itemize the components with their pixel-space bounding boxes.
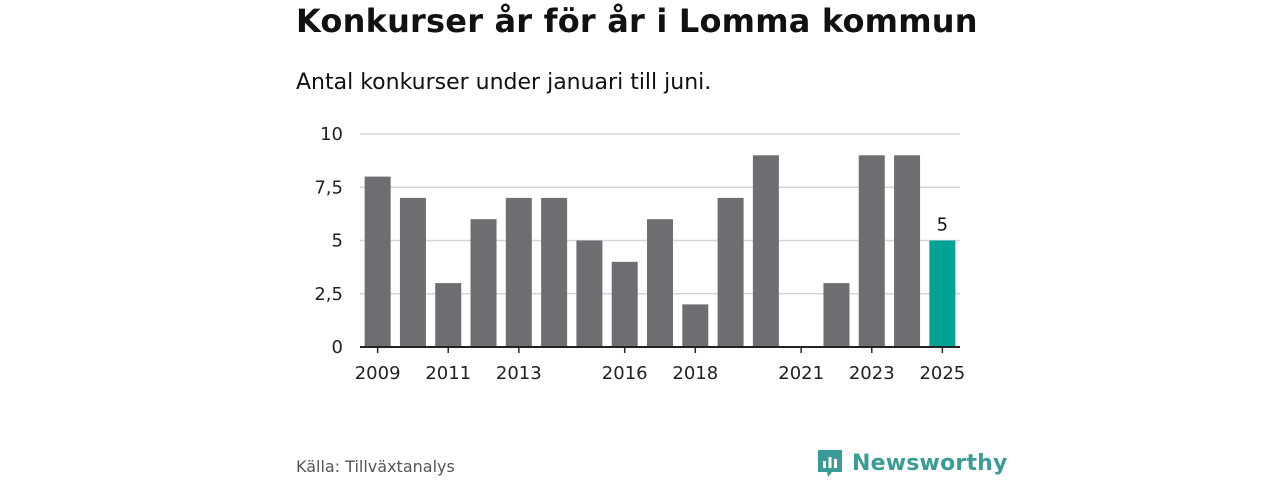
y-tick-label: 7,5 (314, 177, 343, 198)
bar-2016 (611, 261, 638, 347)
x-tick-label: 2013 (496, 363, 542, 384)
brand-name: Newsworthy (852, 450, 1008, 476)
y-tick-label: 5 (332, 231, 343, 252)
bar-2025 (929, 240, 956, 347)
x-tick-label: 2011 (425, 363, 471, 384)
bar-2024 (894, 155, 921, 347)
bar-2023 (858, 155, 885, 347)
bar-2014 (541, 197, 568, 347)
x-tick-label: 2025 (919, 363, 965, 384)
x-axis-tick-labels: 2009 2011 2013 2016 2018 2021 2023 2025 (355, 363, 966, 384)
brand-logo: Newsworthy (816, 448, 1008, 478)
bar-2015 (576, 240, 603, 347)
bar-2022 (823, 283, 850, 347)
x-tick-label: 2016 (602, 363, 648, 384)
bar-chart: 02,557,510 2009 2011 2013 2016 2018 2021 2023 2… (314, 124, 966, 384)
y-axis-tick-labels: 0 2,5 5 7,5 10 (314, 124, 343, 358)
chart-subtitle: Antal konkurser under januari till juni. (296, 70, 712, 95)
x-tick-label: 2023 (849, 363, 895, 384)
x-tick-label: 2009 (355, 363, 401, 384)
bar-2010 (399, 197, 426, 347)
x-tick-label: 2018 (672, 363, 718, 384)
bar-2019 (717, 197, 744, 347)
y-tick-label: 0 (332, 337, 343, 358)
y-tick-label: 2,5 (314, 284, 343, 305)
data-labels: 5 (937, 215, 948, 236)
y-tick-label: 10 (320, 124, 343, 145)
chart-title: Konkurser år för år i Lomma kommun (296, 2, 978, 40)
bar-2017 (647, 219, 673, 347)
newsworthy-logo-icon (818, 450, 842, 477)
bar-2020 (752, 155, 779, 347)
x-axis-ticks (376, 347, 944, 353)
bars (364, 155, 956, 347)
x-tick-label: 2021 (778, 363, 824, 384)
bar-2013 (505, 197, 532, 347)
data-label: 5 (937, 215, 948, 236)
bar-2011 (435, 283, 462, 347)
bar-2012 (470, 219, 497, 347)
bar-2018 (682, 304, 709, 347)
source-note: Källa: Tillväxtanalys (296, 457, 455, 476)
bar-2009 (364, 176, 391, 347)
